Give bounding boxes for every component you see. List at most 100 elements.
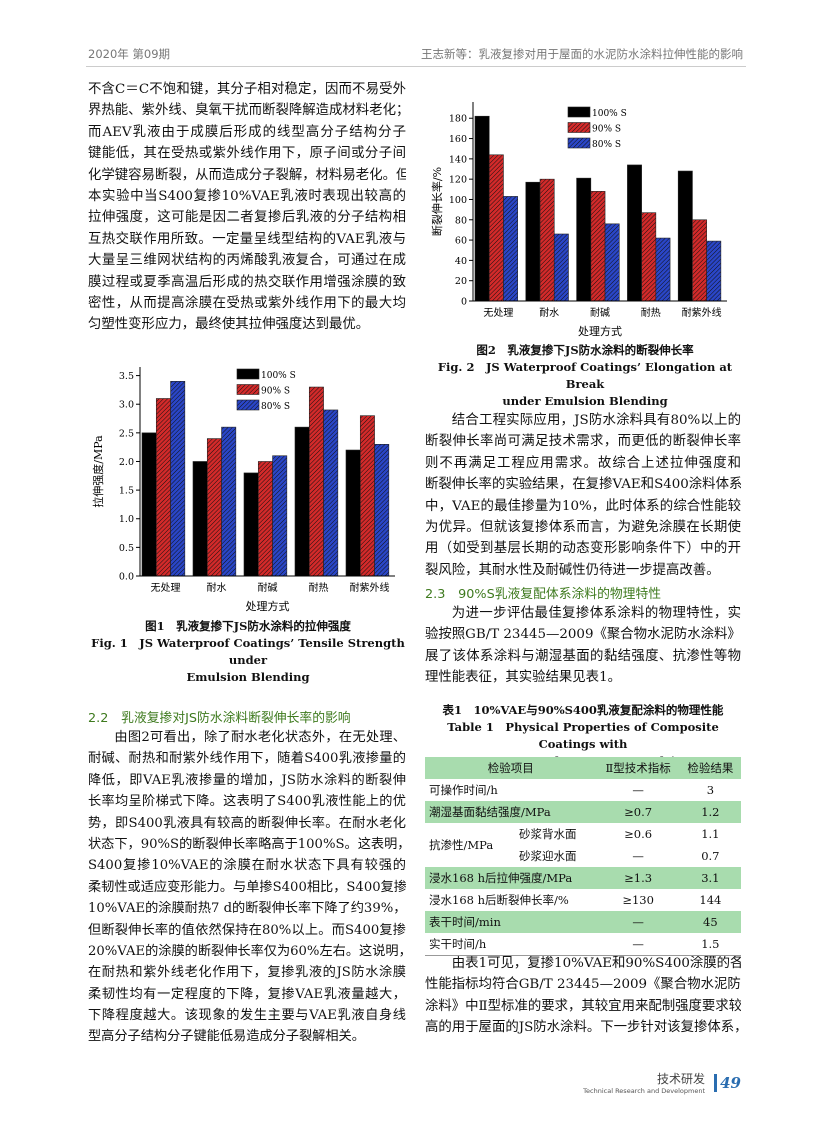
footer: 技术研发 Technical Research and Development … bbox=[583, 1070, 741, 1095]
cell: 1.1 bbox=[701, 827, 720, 841]
cell: ≥130 bbox=[622, 893, 654, 907]
bar-100S-2 bbox=[576, 177, 592, 302]
text-line: 耐碱、耐热和耐紫外线作用下，随着S400乳液掺量的 bbox=[88, 751, 406, 767]
cell: 3 bbox=[706, 783, 715, 797]
cell: 砂浆背水面 bbox=[518, 827, 577, 841]
header-divider bbox=[86, 66, 746, 67]
x-tick-label: 耐水 bbox=[207, 581, 227, 594]
text-line: 降低，即VAE乳液掺量的增加，JS防水涂料的断裂伸 bbox=[88, 772, 406, 788]
text-line: 大量呈三维网状结构的丙烯酸乳液复合，可通过在成 bbox=[88, 253, 406, 269]
cell: 3.1 bbox=[701, 871, 720, 885]
cell: 潮湿基面黏结强度/MPa bbox=[429, 805, 551, 819]
right-paragraph-3: 由表1可见，复掺10%VAE和90%S400涂膜的各项 性能指标均符合GB/T 2… bbox=[425, 953, 741, 1039]
text-line: 键能低，其在受热或紫外线作用下，原子间或分子间 bbox=[88, 146, 406, 162]
table-row: 潮湿基面黏结强度/MPa ≥0.7 1.2 bbox=[425, 801, 741, 823]
bar-80S-0 bbox=[170, 381, 186, 577]
section-heading-2-3: 2.3 90%S乳液复配体系涂料的物理特性 bbox=[425, 587, 662, 602]
legend-swatch bbox=[236, 399, 260, 411]
bar-80S-1 bbox=[221, 426, 237, 577]
y-tick-label: 0 bbox=[461, 297, 467, 308]
legend-swatch bbox=[567, 122, 591, 133]
y-tick-label: 2.5 bbox=[119, 428, 134, 439]
text-line: 用（如受到基层长期的动态变形影响条件下）中的开 bbox=[425, 541, 741, 557]
text-line: 匀塑性变形应力，最终使其拉伸强度达到最优。 bbox=[88, 317, 370, 333]
text-line: 柔韧性均有一定程度的下降，复掺VAE乳液量越大， bbox=[88, 986, 406, 1002]
table-row: 浸水168 h后拉伸强度/MPa ≥1.3 3.1 bbox=[425, 867, 741, 889]
bar-100S-2 bbox=[243, 472, 259, 577]
cell: 浸水168 h后断裂伸长率/% bbox=[429, 893, 569, 907]
cell: ≥1.3 bbox=[624, 871, 653, 885]
cell: 45 bbox=[703, 915, 718, 929]
cell: 1.5 bbox=[701, 937, 720, 951]
y-tick-label: 0.0 bbox=[119, 572, 134, 583]
text-line: 在耐热和紫外线老化作用下，复掺乳液的JS防水涂膜 bbox=[88, 965, 406, 981]
bar-80S-4 bbox=[706, 240, 722, 302]
text-line: 性能指标均符合GB/T 23445—2009《聚合物水泥防水 bbox=[425, 977, 741, 993]
y-tick-label: 80 bbox=[455, 215, 467, 226]
header-cell: Ⅱ型技术指标 bbox=[605, 761, 671, 775]
caption-cn: 表1 10%VAE与90%S400乳液复配涂料的物理性能 bbox=[442, 703, 724, 717]
text-line: 断裂伸长率尚可满足技术需求，而更低的断裂伸长率 bbox=[425, 434, 741, 450]
text-line: 10%VAE的涂膜耐热7 d的断裂伸长率下降了约39%， bbox=[88, 901, 406, 917]
text-line: S400复掺10%VAE的涂膜在耐水状态下具有较强的 bbox=[88, 858, 406, 874]
bar-100S-1 bbox=[525, 181, 541, 302]
bar-90S-3 bbox=[641, 212, 657, 302]
text-line: 界热能、紫外线、臭氧干扰而断裂降解造成材料老化； bbox=[88, 103, 406, 119]
left-paragraph-2: 由图2可看出，除了耐水老化状态外，在无处理、 耐碱、耐热和耐紫外线作用下，随着S4… bbox=[88, 727, 406, 1048]
text-line: 本实验中当S400复掺10%VAE乳液时表现出较高的 bbox=[88, 188, 406, 204]
text-line: 为进一步评估最佳复掺体系涂料的物理特性，实 bbox=[451, 606, 741, 621]
caption-en: Emulsion Blending bbox=[186, 670, 310, 684]
cell: — bbox=[632, 849, 644, 863]
legend-label: 90% S bbox=[261, 387, 290, 397]
bar-100S-3 bbox=[627, 164, 642, 302]
y-axis-label: 断裂伸长率/% bbox=[430, 167, 444, 236]
legend-label: 100% S bbox=[261, 371, 296, 381]
text-line: 拉伸强度，这可能是因二者复掺后乳液的分子结构相 bbox=[88, 210, 406, 226]
legend-swatch bbox=[236, 384, 260, 395]
text-line: 为优异。但就该复掺体系而言，为避免涂膜在长期使 bbox=[425, 519, 741, 535]
bar-100S-4 bbox=[345, 449, 361, 577]
x-axis-label: 处理方式 bbox=[246, 599, 290, 613]
cell: 砂浆迎水面 bbox=[518, 849, 577, 863]
text-line: 展了该体系涂料与潮湿基面的黏结强度、抗渗性等物 bbox=[425, 648, 741, 664]
text-line: 裂风险，其耐水性及耐碱性仍待进一步提高改善。 bbox=[425, 562, 720, 578]
x-tick-label: 耐水 bbox=[539, 306, 559, 319]
text-line: 高的用于屋面的JS防水涂料。下一步针对该复掺体系， bbox=[425, 1020, 741, 1036]
text-line: 中，VAE的最佳掺量为10%，此时体系的综合性能较 bbox=[425, 498, 741, 514]
x-tick-label: 耐碱 bbox=[258, 581, 278, 594]
legend-swatch bbox=[236, 368, 260, 380]
bar-80S-3 bbox=[323, 409, 339, 577]
text-line: 验按照GB/T 23445—2009《聚合物水泥防水涂料》开 bbox=[425, 627, 741, 643]
bar-100S-0 bbox=[474, 115, 490, 302]
right-paragraph-1: 结合工程实际应用，JS防水涂料具有80%以上的 断裂伸长率尚可满足技术需求，而更低… bbox=[425, 410, 741, 581]
x-tick-label: 耐紫外线 bbox=[350, 581, 390, 594]
bar-100S-1 bbox=[192, 461, 208, 577]
header-cell: 检验项目 bbox=[487, 761, 534, 775]
y-tick-label: 1.0 bbox=[119, 514, 134, 525]
y-tick-label: 100 bbox=[449, 195, 467, 206]
text-line: 不含C＝C不饱和键，其分子相对稳定，因而不易受外 bbox=[88, 82, 406, 97]
bar-80S-0 bbox=[503, 196, 518, 302]
table-row: 可操作时间/h — 3 bbox=[425, 779, 741, 801]
cell: — bbox=[632, 783, 644, 797]
legend-label: 80% S bbox=[261, 402, 290, 412]
text-line: 下降程度越大。该现象的发生主要与VAE乳液自身线 bbox=[88, 1008, 406, 1024]
y-tick-label: 180 bbox=[449, 114, 467, 125]
legend-swatch bbox=[567, 106, 591, 118]
y-tick-label: 3.5 bbox=[119, 371, 134, 382]
legend-label: 80% S bbox=[592, 140, 621, 150]
figure-1-caption: 图1 乳液复掺下JS防水涂料的拉伸强度 Fig. 1 JS Waterproof… bbox=[88, 618, 408, 686]
y-tick-label: 60 bbox=[455, 236, 467, 247]
elongation-chart: 无处理 耐水 耐碱 耐热 耐紫外线 0 20 40 60 80 100 120 140 160 180 处理方… bbox=[430, 102, 727, 338]
y-tick-label: 40 bbox=[455, 256, 467, 267]
caption-en: Fig. 2 JS Waterproof Coatings’ Elongatio… bbox=[437, 360, 733, 391]
cell: ≥0.6 bbox=[624, 827, 653, 841]
text-line: 但断裂伸长率的值依然保持在80%以上。而S400复掺 bbox=[88, 922, 406, 938]
x-tick-label: 耐紫外线 bbox=[682, 306, 722, 319]
y-tick-label: 1.5 bbox=[119, 486, 134, 497]
caption-en: Fig. 1 JS Waterproof Coatings’ Tensile S… bbox=[91, 636, 405, 667]
tensile-strength-chart: 无处理 耐水 耐碱 耐热 耐紫外线 0.0 0.5 1.0 1.5 2.0 2.5 3.0 3.5 处理方… bbox=[91, 367, 395, 613]
text-line: 膜过程或夏季高温后形成的热交联作用增强涂膜的致 bbox=[88, 274, 406, 290]
text-line: 理性能表征，其实验结果见表1。 bbox=[425, 670, 621, 686]
